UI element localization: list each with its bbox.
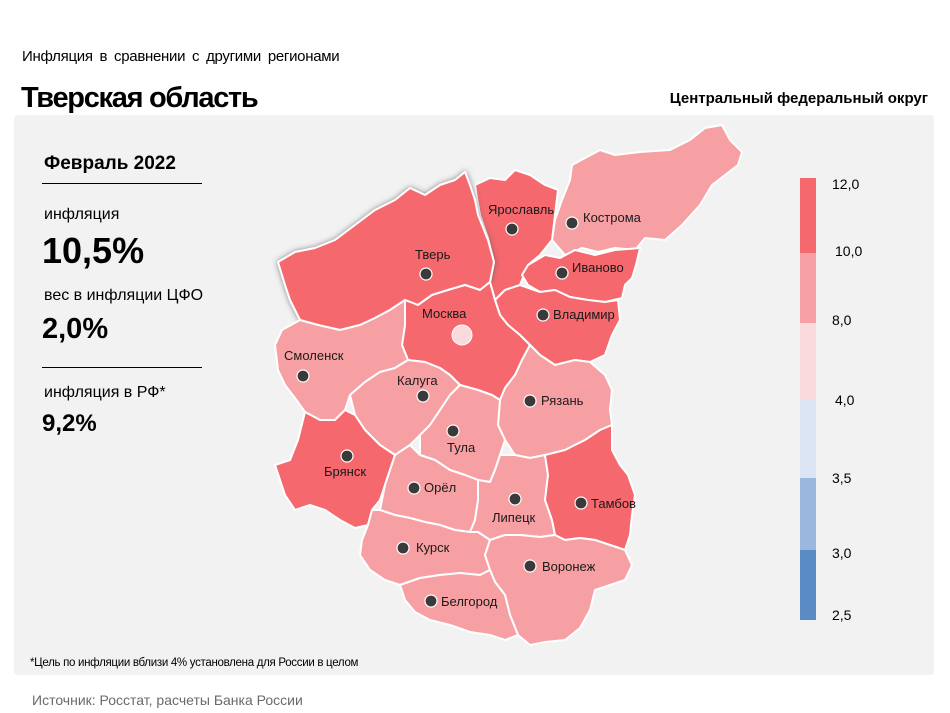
weight-label: вес в инфляции ЦФО <box>44 287 204 304</box>
weight-value: 2,0% <box>42 313 109 345</box>
period-label: Февраль 2022 <box>44 153 176 174</box>
region-tambov[interactable] <box>544 424 636 551</box>
rf-inflation-value: 9,2% <box>42 410 97 437</box>
legend-tick-label: 3,0 <box>832 545 852 561</box>
legend-bin <box>800 550 816 620</box>
divider <box>42 183 202 184</box>
district-name: Центральный федеральный округ <box>669 90 928 107</box>
divider <box>42 367 202 368</box>
legend-bin <box>800 323 816 400</box>
inflation-label: инфляция <box>44 206 120 223</box>
legend-tick-label: 12,0 <box>832 176 860 192</box>
legend-tick-label: 2,5 <box>832 607 852 623</box>
region-kostroma[interactable] <box>551 124 743 256</box>
source-note: Источник: Росстат, расчеты Банка России <box>32 692 303 708</box>
rf-inflation-label: инфляция в РФ* <box>44 384 166 401</box>
legend-bin <box>800 400 816 478</box>
footnote: *Цель по инфляции вблизи 4% установлена … <box>30 657 359 669</box>
legend-bin <box>800 478 816 550</box>
legend-tick-label: 8,0 <box>832 312 852 328</box>
legend-bin <box>800 253 816 323</box>
page-title: Тверская область <box>21 82 259 114</box>
legend-tick-label: 4,0 <box>835 392 855 408</box>
legend-bin <box>800 178 816 253</box>
legend-tick-label: 10,0 <box>835 243 863 259</box>
inflation-value: 10,5% <box>42 230 145 271</box>
legend-tick-label: 3,5 <box>832 470 852 486</box>
region-belgorod[interactable] <box>399 569 519 641</box>
page-subtitle: Инфляция в сравнении с другими регионами <box>22 48 340 65</box>
